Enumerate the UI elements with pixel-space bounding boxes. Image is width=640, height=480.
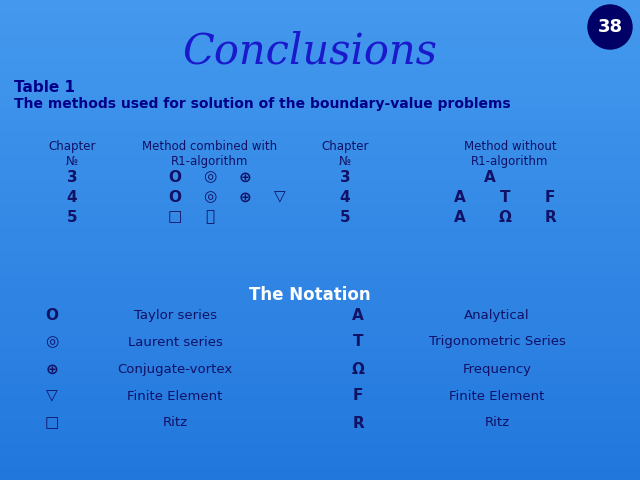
Text: Table 1: Table 1: [14, 81, 75, 96]
Text: A: A: [484, 169, 496, 184]
Bar: [0, 108, 640, 120]
Text: The methods used for solution of the boundary-value problems: The methods used for solution of the bou…: [14, 97, 511, 111]
Bar: [0, 0, 640, 12]
Bar: [0, 384, 640, 396]
Text: T: T: [500, 190, 510, 204]
Bar: [0, 204, 640, 216]
Text: 38: 38: [597, 18, 623, 36]
Bar: [0, 144, 640, 156]
Bar: [0, 252, 640, 264]
Text: F: F: [545, 190, 555, 204]
Text: Analytical: Analytical: [464, 309, 530, 322]
Text: Ritz: Ritz: [163, 417, 188, 430]
Text: F: F: [353, 388, 363, 404]
Text: A: A: [454, 209, 466, 225]
Bar: [0, 60, 640, 72]
Text: Conclusions: Conclusions: [182, 31, 438, 73]
Text: 5: 5: [67, 209, 77, 225]
Bar: [0, 36, 640, 48]
Bar: [0, 372, 640, 384]
Text: ⓘ: ⓘ: [205, 209, 214, 225]
Text: Conjugate-vortex: Conjugate-vortex: [117, 362, 232, 375]
Text: A: A: [454, 190, 466, 204]
Bar: [0, 72, 640, 84]
Text: 3: 3: [67, 169, 77, 184]
Text: O: O: [168, 190, 182, 204]
Text: R: R: [544, 209, 556, 225]
Text: Laurent series: Laurent series: [127, 336, 223, 348]
Bar: [0, 12, 640, 24]
Text: ⊕: ⊕: [45, 361, 58, 376]
Text: O: O: [168, 169, 182, 184]
Bar: [0, 48, 640, 60]
Text: ▽: ▽: [274, 190, 286, 204]
Bar: [0, 228, 640, 240]
Text: R: R: [352, 416, 364, 431]
Text: □: □: [168, 209, 182, 225]
Text: ⊕: ⊕: [239, 169, 252, 184]
Bar: [0, 96, 640, 108]
Bar: [0, 432, 640, 444]
Text: 3: 3: [340, 169, 350, 184]
Circle shape: [588, 5, 632, 49]
Text: T: T: [353, 335, 364, 349]
Text: Ω: Ω: [351, 361, 364, 376]
Bar: [0, 336, 640, 348]
Text: Taylor series: Taylor series: [134, 309, 216, 322]
Text: Ω: Ω: [499, 209, 511, 225]
Text: 4: 4: [67, 190, 77, 204]
Bar: [0, 360, 640, 372]
Bar: [0, 288, 640, 300]
Bar: [0, 300, 640, 312]
Text: O: O: [45, 308, 58, 323]
Bar: [0, 240, 640, 252]
Bar: [0, 192, 640, 204]
Bar: [0, 84, 640, 96]
Text: 4: 4: [340, 190, 350, 204]
Text: ◎: ◎: [45, 335, 59, 349]
Bar: [0, 348, 640, 360]
Text: Finite Element: Finite Element: [449, 389, 545, 403]
Bar: [0, 24, 640, 36]
Text: ▽: ▽: [46, 388, 58, 404]
Text: Finite Element: Finite Element: [127, 389, 223, 403]
Bar: [0, 120, 640, 132]
Text: Trigonometric Series: Trigonometric Series: [429, 336, 565, 348]
Bar: [0, 168, 640, 180]
Text: □: □: [45, 416, 59, 431]
Text: Chapter
№: Chapter №: [321, 140, 369, 168]
Bar: [0, 156, 640, 168]
Text: 5: 5: [340, 209, 350, 225]
Bar: [0, 264, 640, 276]
Bar: [0, 132, 640, 144]
Bar: [0, 276, 640, 288]
Text: Ritz: Ritz: [484, 417, 509, 430]
Bar: [0, 420, 640, 432]
Text: A: A: [352, 308, 364, 323]
Text: Method without
R1-algorithm: Method without R1-algorithm: [464, 140, 556, 168]
Text: ◎: ◎: [204, 190, 216, 204]
Bar: [0, 324, 640, 336]
Bar: [0, 456, 640, 468]
Text: Chapter
№: Chapter №: [48, 140, 96, 168]
Bar: [0, 408, 640, 420]
Bar: [0, 444, 640, 456]
Bar: [0, 468, 640, 480]
Text: ⊕: ⊕: [239, 190, 252, 204]
Text: The Notation: The Notation: [249, 286, 371, 304]
Bar: [0, 396, 640, 408]
Bar: [0, 312, 640, 324]
Bar: [0, 216, 640, 228]
Text: Method combined with
R1-algorithm: Method combined with R1-algorithm: [143, 140, 278, 168]
Text: Frequency: Frequency: [463, 362, 531, 375]
Bar: [0, 180, 640, 192]
Text: ◎: ◎: [204, 169, 216, 184]
